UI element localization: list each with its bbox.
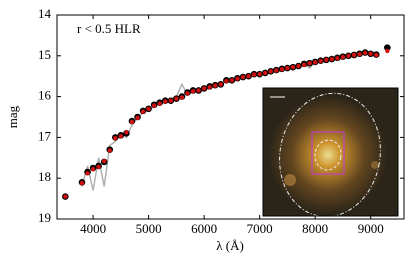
data-point — [374, 52, 379, 58]
data-point — [196, 88, 201, 93]
data-point — [146, 106, 151, 112]
data-point — [85, 171, 90, 176]
data-point — [307, 60, 312, 66]
data-point — [385, 48, 390, 54]
data-point — [101, 158, 107, 164]
data-point — [190, 89, 196, 94]
data-point — [263, 70, 268, 76]
data-point — [168, 98, 174, 103]
data-point — [235, 76, 240, 81]
data-point — [357, 51, 362, 57]
data-point — [362, 50, 368, 56]
data-point — [312, 60, 318, 65]
y-tick-label: 19 — [38, 210, 51, 225]
data-point — [296, 63, 301, 69]
data-point — [63, 194, 68, 199]
data-point — [251, 72, 257, 77]
y-axis-label: mag — [5, 105, 20, 128]
data-point — [257, 71, 262, 77]
data-point — [218, 82, 223, 87]
data-point — [240, 74, 246, 80]
x-tick-label: 5000 — [136, 221, 162, 236]
data-point — [213, 83, 218, 88]
data-point — [318, 58, 323, 64]
data-point — [151, 103, 157, 108]
data-point — [79, 180, 85, 186]
data-point — [335, 56, 340, 61]
data-point — [268, 69, 273, 74]
y-tick-label: 16 — [38, 88, 52, 103]
y-tick-label: 14 — [38, 6, 52, 21]
x-tick-label: 9000 — [358, 221, 384, 236]
y-tick-label: 18 — [38, 169, 51, 184]
data-point — [368, 51, 373, 56]
data-point — [185, 91, 190, 96]
data-point — [135, 115, 140, 121]
y-tick-label: 17 — [38, 128, 52, 143]
data-point — [246, 74, 251, 79]
data-point — [201, 86, 207, 91]
data-point — [346, 53, 351, 58]
inset-image — [262, 87, 399, 218]
x-tick-label: 6000 — [191, 221, 217, 236]
data-point — [174, 96, 179, 101]
x-tick-label: 7000 — [247, 221, 273, 236]
data-point — [229, 78, 235, 83]
data-point — [329, 56, 335, 62]
data-point — [140, 109, 146, 114]
plot-frame — [56, 14, 405, 220]
x-tick-label: 4000 — [80, 221, 106, 236]
data-point — [274, 68, 279, 73]
data-point — [351, 52, 357, 58]
data-point — [163, 99, 168, 104]
data-point — [290, 65, 296, 70]
x-axis-label: λ (Å) — [216, 238, 244, 253]
data-point — [107, 148, 112, 153]
data-point — [224, 78, 229, 84]
data-point — [124, 130, 129, 135]
data-point — [384, 44, 391, 51]
annotation: r < 0.5 HLR — [77, 21, 141, 36]
data-point — [207, 85, 212, 90]
data-point — [157, 101, 162, 106]
data-point — [129, 119, 135, 125]
data-point — [179, 95, 185, 100]
y-tick-label: 15 — [38, 47, 51, 62]
data-point — [279, 67, 285, 72]
data-point — [113, 136, 118, 141]
data-point — [96, 164, 101, 169]
data-point — [285, 65, 290, 71]
data-point — [301, 62, 307, 67]
data-point — [324, 57, 329, 63]
data-point — [340, 54, 346, 60]
data-point — [90, 167, 96, 172]
data-point — [118, 133, 124, 139]
x-tick-label: 8000 — [302, 221, 328, 236]
